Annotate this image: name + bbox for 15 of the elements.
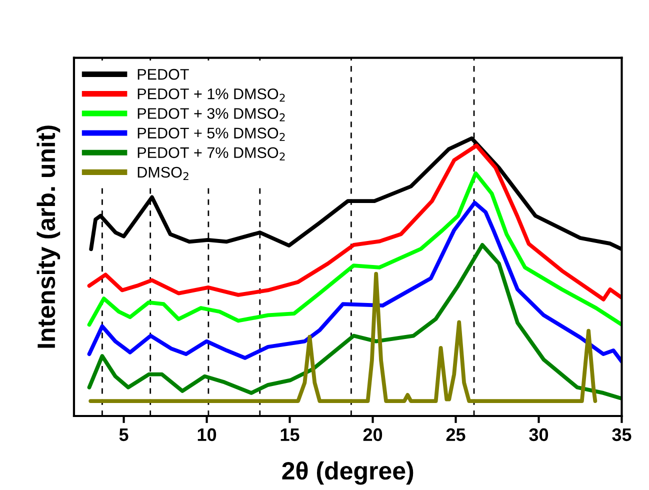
x-axis-title: 2θ (degree) (282, 461, 414, 485)
x-tick-label: 5 (119, 428, 128, 442)
legend-label: PEDOT + 7% DMSO$_{2}$ (138, 147, 285, 160)
x-tick-label: 10 (198, 428, 216, 442)
x-tick-label: 20 (363, 428, 382, 442)
legend-label: PEDOT + 3% DMSO$_{2}$ (138, 108, 285, 122)
x-tick-label: 15 (280, 428, 300, 442)
y-axis-title: Intensity (arb. unit) (36, 126, 60, 348)
legend-label: DMSO$_{2}$ (138, 166, 188, 180)
legend-label: PEDOT + 1% DMSO$_{2}$ (138, 88, 285, 102)
x-tick-label: 25 (446, 428, 466, 442)
legend-label: PEDOT + 5% DMSO$_{2}$ (138, 128, 285, 141)
x-tick-label: 35 (612, 428, 632, 442)
legend-label: PEDOT (138, 68, 189, 80)
x-tick-label: 30 (529, 428, 548, 442)
